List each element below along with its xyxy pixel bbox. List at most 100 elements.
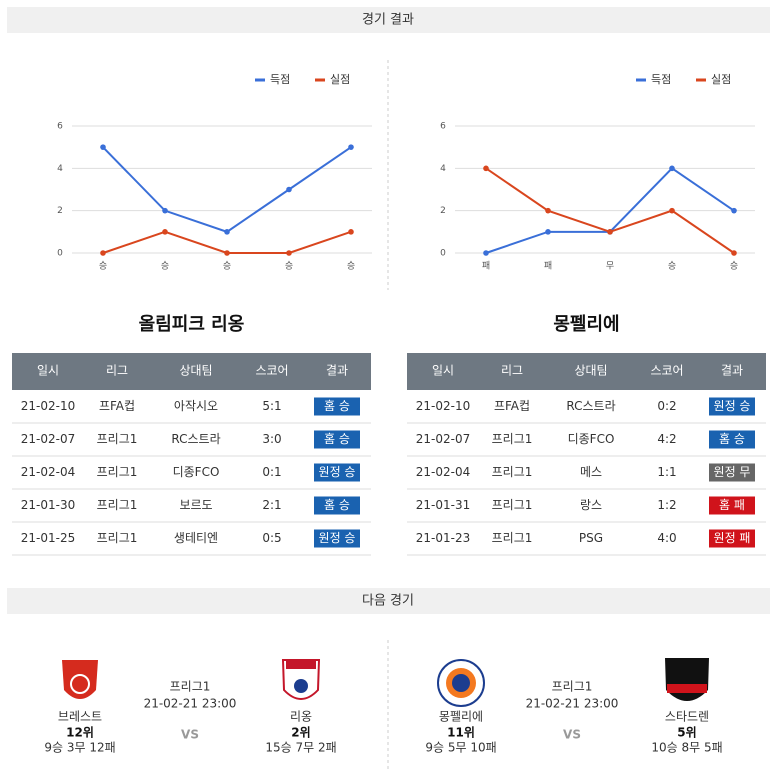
column-header: 리그 [501,364,523,378]
point [100,250,106,256]
result-badge [314,463,360,482]
league: 프리그1 [552,680,593,694]
y-tick-label: 6 [57,122,63,132]
cell: 프리그1 [492,498,533,512]
result: 원정 승 [319,531,356,545]
cell: 21-01-25 [21,531,75,545]
cell: 4:2 [657,432,676,446]
team-record: 9승 5무 10패 [425,741,496,755]
result: 원정 패 [714,531,751,545]
point [731,207,737,214]
team-name: 몽펠리에 [439,710,483,724]
point [607,229,613,235]
legend-label: 실점 [711,73,731,86]
point [483,250,489,256]
y-tick-label: 2 [440,206,446,216]
x-tick-label: 승 [285,261,293,272]
team-name: 브레스트 [58,710,102,724]
x-tick-label: 패 [544,261,552,272]
team-record: 10승 8무 5패 [651,741,722,755]
x-tick-label: 승 [223,261,231,272]
team-rank: 2위 [291,726,310,740]
cell: 생테티엔 [174,531,218,545]
team-logo [665,658,709,701]
y-tick-label: 4 [440,164,446,174]
cell: 21-02-07 [21,432,75,446]
line [102,230,352,254]
result: 홈 승 [719,432,745,446]
point [162,207,168,214]
y-tick-label: 4 [57,164,63,174]
cell: 프리그1 [492,465,533,479]
cell: 아작시오 [174,399,218,413]
point [100,144,106,150]
point [224,250,230,256]
x-tick-label: 승 [161,261,169,272]
cell: PSG [579,531,603,545]
cell: 21-01-31 [416,498,470,512]
column-header: 상대팀 [574,364,607,378]
match-time: 21-02-21 23:00 [526,697,619,711]
section-header [7,588,770,614]
cell: 5:1 [262,399,281,413]
team-record: 15승 7무 2패 [265,741,336,755]
point [348,229,354,235]
cell: 21-02-04 [416,465,470,479]
point [162,229,168,235]
cell: 디종FCO [173,465,220,479]
cell: 프리그1 [97,498,138,512]
cell: 프FA컵 [99,399,135,413]
team-name: 리옹 [290,710,312,724]
team-title: 몽펠리에 [553,314,619,335]
team-logo [62,660,98,699]
cell: 0:1 [262,465,281,479]
vs: VS [181,728,199,742]
result-badge [314,397,360,416]
result-badge [314,496,360,515]
cell: 프리그1 [492,432,533,446]
cell: 3:0 [262,432,281,446]
column-header: 결과 [721,364,743,378]
y-tick-label: 0 [440,249,446,259]
cell: 2:1 [262,498,281,512]
result-badge [709,496,755,515]
column-header: 일시 [432,364,454,378]
result-badge [314,430,360,449]
point [669,207,675,214]
column-header: 일시 [37,364,59,378]
result: 원정 승 [714,399,751,413]
point [669,165,675,172]
section-title: 경기 결과 [362,13,414,28]
x-tick-label: 무 [606,261,614,272]
x-tick-label: 승 [730,261,738,272]
result-badge [709,463,755,482]
cell: 프FA컵 [494,399,530,413]
team-rank: 11위 [447,726,475,740]
y-tick-label: 6 [440,122,446,132]
cell: 21-02-07 [416,432,470,446]
section-header [7,7,770,33]
cell: 프리그1 [492,531,533,545]
result-badge [709,529,755,548]
x-tick-label: 승 [668,261,676,272]
cell: 프리그1 [97,531,138,545]
cell: 디종FCO [568,432,615,446]
point [286,186,292,193]
result: 홈 패 [719,498,745,512]
result: 홈 승 [324,498,350,512]
legend-label: 득점 [270,73,290,86]
cell: 보르도 [179,498,212,512]
column-header: 리그 [106,364,128,378]
team-rank: 5위 [677,726,696,740]
point [224,229,230,235]
point [545,207,551,214]
legend-label: 득점 [651,73,671,86]
cell: 1:2 [657,498,676,512]
y-tick-label: 2 [57,206,63,216]
cell: RC스트라 [566,399,615,413]
cell: 21-02-10 [21,399,75,413]
section-title: 다음 경기 [362,594,414,609]
x-tick-label: 패 [482,261,490,272]
result: 홈 승 [324,432,350,446]
